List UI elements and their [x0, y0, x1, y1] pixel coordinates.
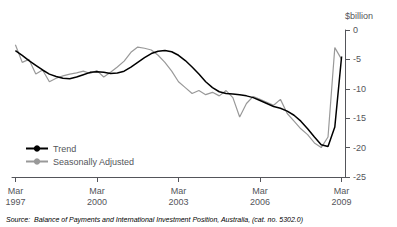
svg-text:Seasonally Adjusted: Seasonally Adjusted	[53, 157, 134, 167]
svg-text:-20: -20	[353, 143, 366, 153]
svg-text:-10: -10	[353, 84, 366, 94]
svg-text:-5: -5	[353, 54, 361, 64]
svg-text:Source: Balance of Payments a: Source: Balance of Payments and Internat…	[6, 216, 303, 224]
svg-text:2000: 2000	[87, 197, 107, 207]
svg-text:2009: 2009	[332, 197, 352, 207]
svg-text:Trend: Trend	[53, 144, 76, 154]
svg-text:Mar: Mar	[252, 186, 268, 196]
svg-text:1997: 1997	[5, 197, 25, 207]
svg-text:Mar: Mar	[171, 186, 187, 196]
svg-text:-15: -15	[353, 113, 366, 123]
svg-text:2006: 2006	[250, 197, 270, 207]
svg-text:-25: -25	[353, 172, 366, 182]
svg-text:0: 0	[353, 25, 358, 35]
svg-text:Mar: Mar	[89, 186, 105, 196]
svg-text:2003: 2003	[168, 197, 188, 207]
svg-text:Mar: Mar	[8, 186, 24, 196]
svg-text:Mar: Mar	[334, 186, 350, 196]
svg-text:$billion: $billion	[345, 11, 373, 21]
